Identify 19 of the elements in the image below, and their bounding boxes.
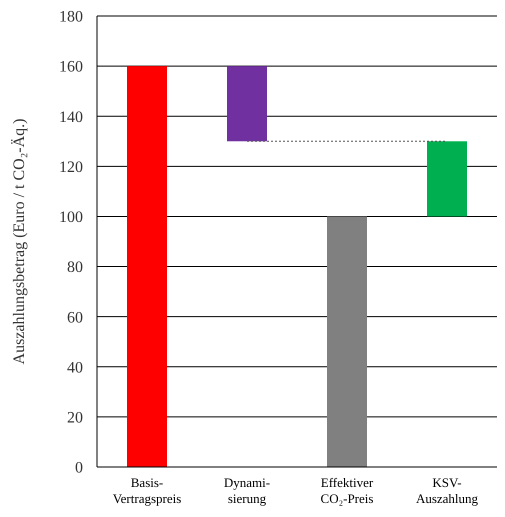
y-tick-label: 40 <box>67 359 83 376</box>
y-tick-label: 140 <box>59 108 83 126</box>
y-tick-label: 120 <box>59 158 83 176</box>
bar <box>127 66 167 467</box>
y-tick-label: 80 <box>67 259 83 276</box>
x-tick-label: Dynami- sierung <box>224 475 270 506</box>
x-tick-label: KSV- Auszahlung <box>416 475 479 506</box>
y-tick-label: 0 <box>75 460 83 477</box>
bar <box>427 141 467 216</box>
y-tick-label: 60 <box>67 309 83 326</box>
y-tick-label: 160 <box>59 58 83 76</box>
bar <box>227 66 267 142</box>
y-tick-label: 100 <box>59 209 83 226</box>
y-axis-title: Auszahlungsbetrag (Euro / t CO₂-Äq.) <box>11 118 28 364</box>
x-tick-label: Basis- Vertragspreis <box>112 475 182 506</box>
y-tick-label: 20 <box>67 409 83 426</box>
bar <box>327 216 367 467</box>
y-tick-label: 180 <box>59 8 83 26</box>
x-tick-label: Effektiver CO₂-Preis <box>320 475 374 506</box>
